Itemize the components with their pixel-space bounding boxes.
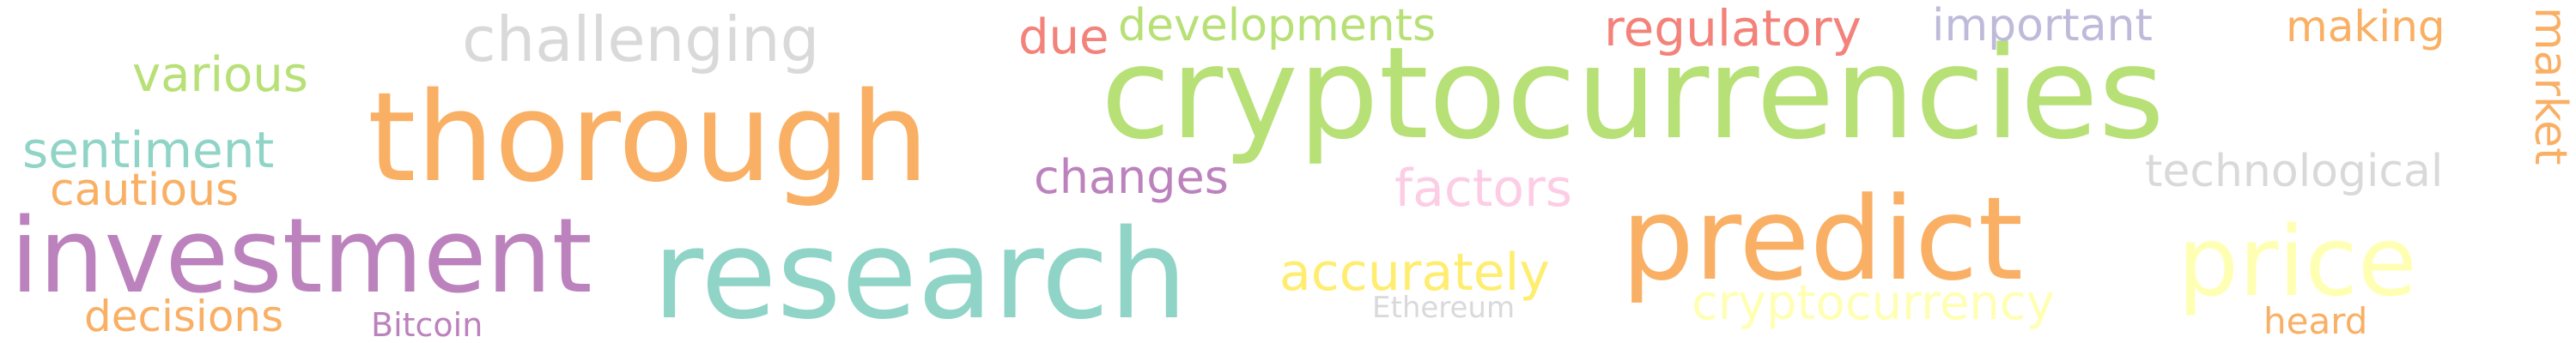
- word-developments: developments: [1118, 0, 1437, 51]
- word-due: due: [1018, 9, 1109, 65]
- word-sentiment: sentiment: [22, 121, 275, 179]
- word-Ethereum: Ethereum: [1372, 291, 1516, 325]
- word-Bitcoin: Bitcoin: [371, 306, 483, 343]
- word-heard: heard: [2263, 300, 2368, 342]
- word-factors: factors: [1394, 159, 1573, 219]
- word-challenging: challenging: [462, 3, 820, 75]
- word-accurately: accurately: [1279, 243, 1550, 303]
- word-investment: investment: [10, 197, 592, 316]
- word-important: important: [1932, 0, 2153, 51]
- word-predict: predict: [1621, 172, 2024, 306]
- word-cautious: cautious: [50, 165, 240, 216]
- word-cryptocurrencies: cryptocurrencies: [1101, 20, 2165, 167]
- word-market: market: [2524, 7, 2576, 165]
- word-making: making: [2286, 2, 2445, 51]
- word-thorough: thorough: [368, 65, 929, 209]
- word-changes: changes: [1034, 150, 1229, 204]
- word-research: research: [653, 202, 1188, 343]
- word-regulatory: regulatory: [1604, 0, 1862, 57]
- word-decisions: decisions: [84, 292, 284, 341]
- word-price: price: [2178, 207, 2417, 318]
- word-various: various: [132, 47, 308, 103]
- word-cryptocurrency: cryptocurrency: [1692, 275, 2055, 331]
- word-technological: technological: [2145, 146, 2444, 197]
